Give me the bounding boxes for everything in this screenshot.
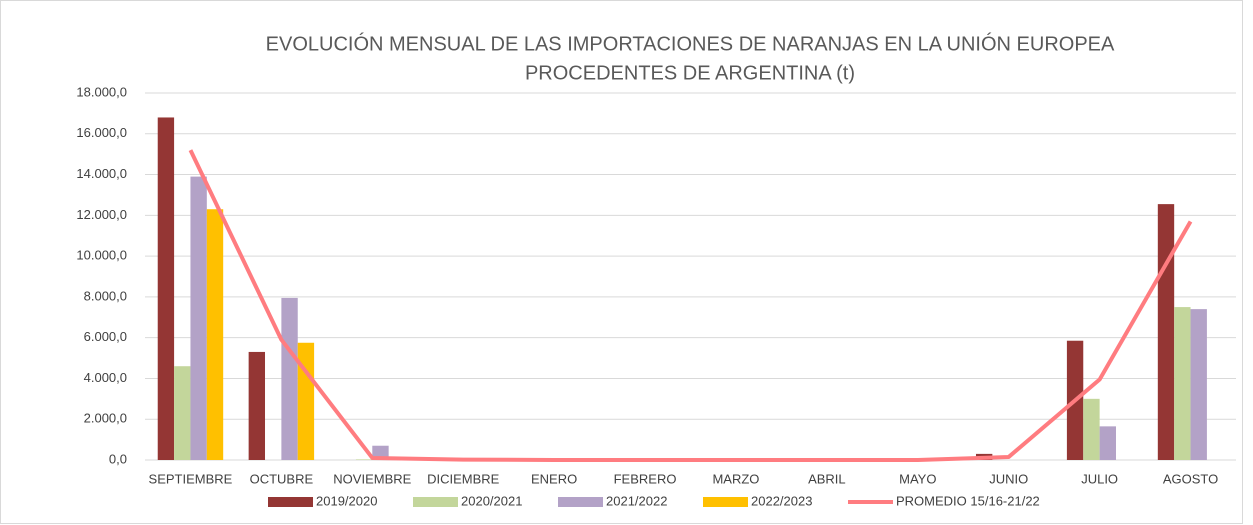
- x-tick-label: MARZO: [712, 471, 759, 486]
- bar: [174, 366, 191, 460]
- bar: [281, 297, 298, 460]
- x-tick-label: SEPTIEMBRE: [149, 471, 233, 486]
- line-series: [188, 149, 1193, 462]
- bar: [297, 342, 315, 460]
- y-tick-label: 18.000,0: [76, 84, 127, 99]
- legend-swatch: [413, 497, 458, 507]
- legend-label: 2019/2020: [316, 493, 377, 508]
- x-tick-label: FEBRERO: [614, 471, 677, 486]
- bar: [248, 351, 266, 460]
- x-tick-label: AGOSTO: [1163, 471, 1218, 486]
- legend-swatch: [268, 497, 313, 507]
- bar: [157, 117, 175, 460]
- x-tick-label: OCTUBRE: [250, 471, 314, 486]
- y-tick-label: 16.000,0: [76, 125, 127, 140]
- x-tick-label: NOVIEMBRE: [333, 471, 411, 486]
- bar: [206, 209, 224, 460]
- bar: [1174, 307, 1191, 460]
- y-tick-label: 8.000,0: [84, 288, 127, 303]
- y-tick-label: 14.000,0: [76, 166, 127, 181]
- x-tick-label: MAYO: [899, 471, 936, 486]
- legend-label: 2022/2023: [751, 493, 812, 508]
- bar: [1157, 204, 1175, 460]
- x-tick-label: ABRIL: [808, 471, 846, 486]
- x-tick-label: DICIEMBRE: [427, 471, 500, 486]
- y-tick-label: 6.000,0: [84, 329, 127, 344]
- legend-label: 2020/2021: [461, 493, 522, 508]
- bar: [190, 176, 207, 460]
- y-tick-label: 4.000,0: [84, 370, 127, 385]
- bar: [355, 459, 373, 460]
- x-tick-label: ENERO: [531, 471, 577, 486]
- bar: [1099, 426, 1116, 460]
- bar: [1083, 398, 1100, 460]
- legend-label: 2021/2022: [606, 493, 667, 508]
- x-tick-label: JUNIO: [989, 471, 1028, 486]
- legend-swatch: [703, 497, 748, 507]
- legend-label: PROMEDIO 15/16-21/22: [896, 493, 1040, 508]
- bar: [1190, 309, 1207, 460]
- y-tick-label: 10.000,0: [76, 248, 127, 263]
- chart-subtitle: PROCEDENTES DE ARGENTINA (t): [525, 62, 855, 84]
- x-tick-label: JULIO: [1081, 471, 1118, 486]
- y-tick-label: 2.000,0: [84, 411, 127, 426]
- y-tick-label: 0,0: [109, 451, 127, 466]
- legend-swatch: [558, 497, 603, 507]
- y-tick-label: 12.000,0: [76, 207, 127, 222]
- chart-title: EVOLUCIÓN MENSUAL DE LAS IMPORTACIONES D…: [266, 32, 1115, 55]
